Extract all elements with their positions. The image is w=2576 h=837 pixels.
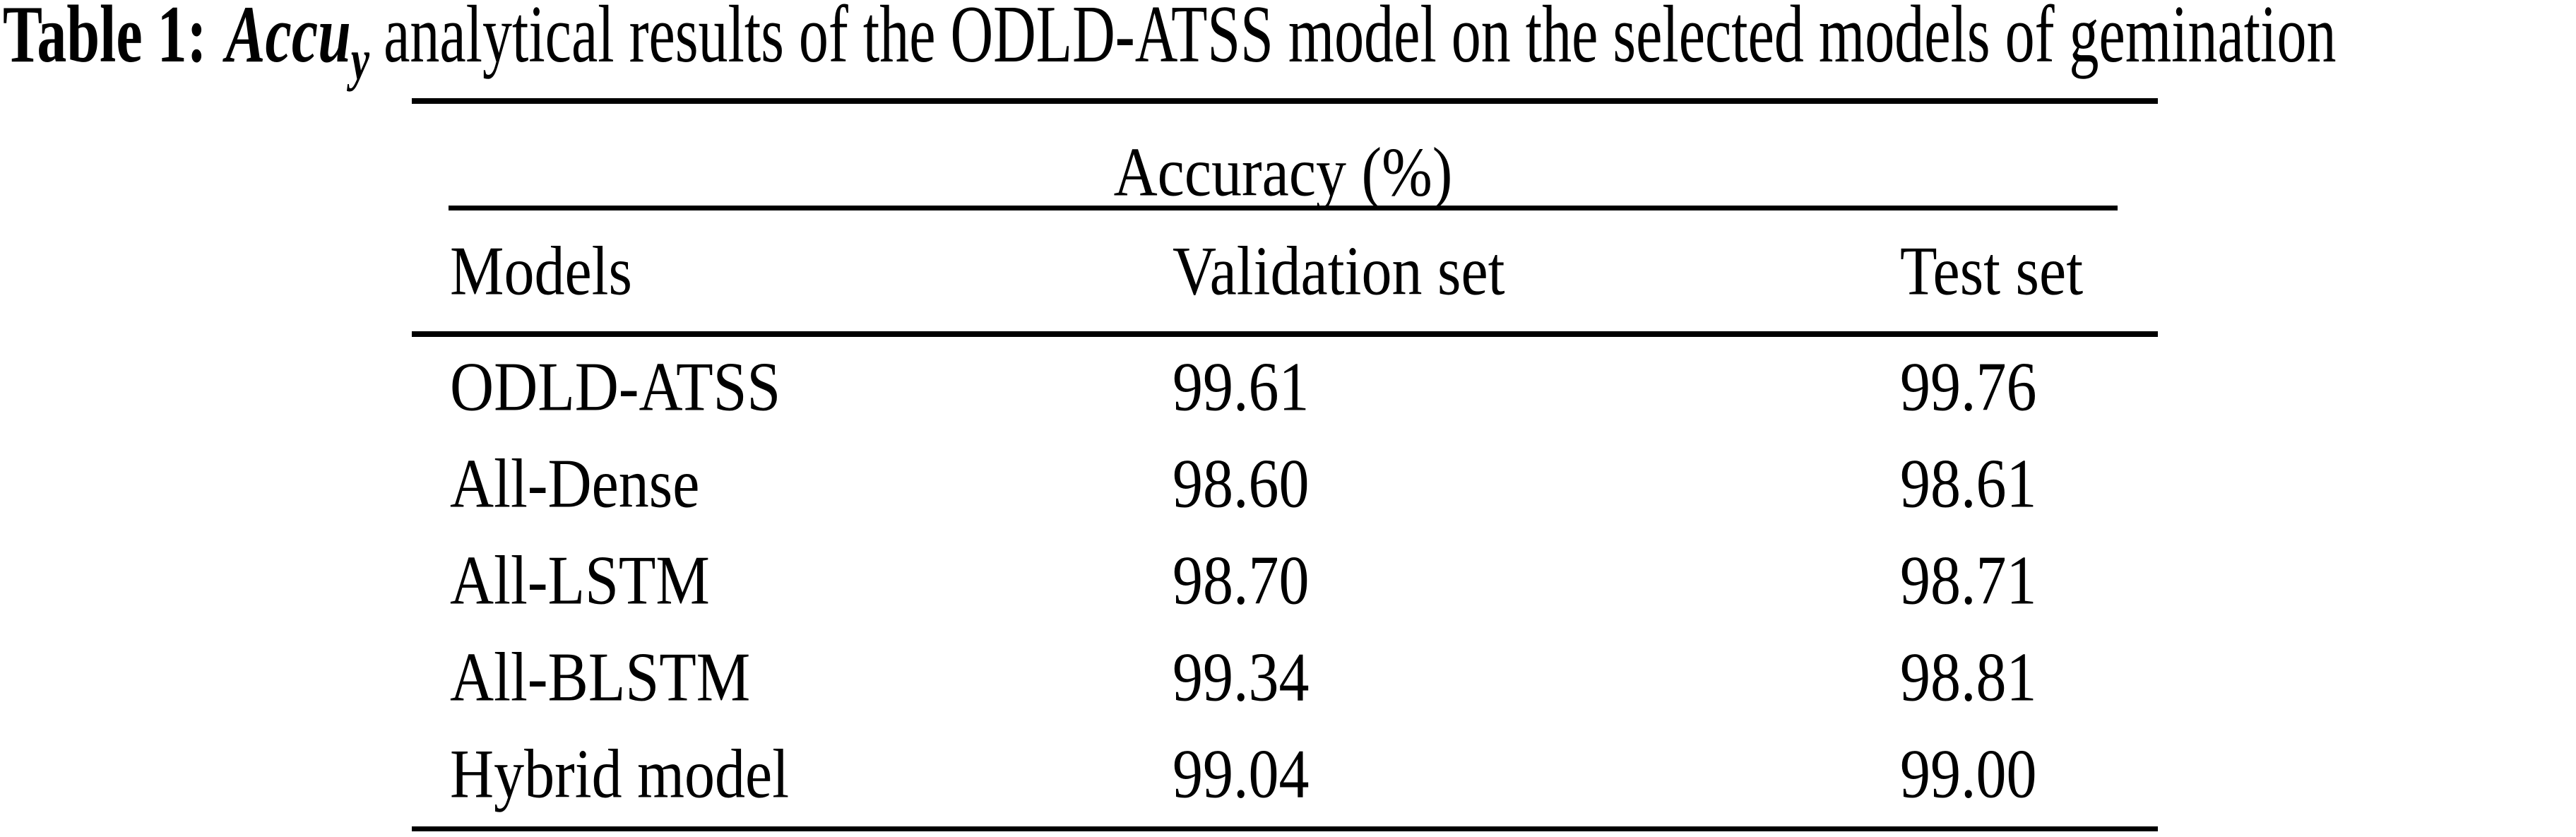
table-row: All-BLSTM 99.34 98.81: [0, 642, 2576, 724]
model-name-cell: Hybrid model: [450, 734, 790, 813]
test-accuracy-cell: 99.76: [1900, 347, 2037, 426]
caption-text: analytical results of the ODLD-ATSS mode…: [384, 0, 2337, 81]
model-name-cell: All-Dense: [450, 444, 700, 523]
group-header-rule: [449, 206, 2118, 210]
table-caption: Table 1: Accuy analytical results of the O…: [3, 0, 2336, 90]
table-row: Hybrid model 99.04 99.00: [0, 739, 2576, 821]
column-header-validation-set: Validation set: [1173, 231, 1505, 310]
test-accuracy-cell: 98.81: [1900, 637, 2037, 716]
table-header-row: Models Validation set Test set: [0, 236, 2576, 318]
test-accuracy-cell: 99.00: [1900, 734, 2037, 813]
column-header-models: Models: [450, 231, 632, 310]
validation-accuracy-cell: 99.04: [1173, 734, 1310, 813]
validation-accuracy-cell: 99.61: [1173, 347, 1310, 426]
header-rule: [412, 331, 2158, 337]
table-row: All-LSTM 98.70 98.71: [0, 545, 2576, 627]
validation-accuracy-cell: 98.60: [1173, 444, 1310, 523]
table-row: ODLD-ATSS 99.61 99.76: [0, 352, 2576, 434]
caption-metric-subscript: y: [350, 28, 369, 92]
validation-accuracy-cell: 99.34: [1173, 637, 1310, 716]
validation-accuracy-cell: 98.70: [1173, 540, 1310, 619]
table-row: All-Dense 98.60 98.61: [0, 449, 2576, 530]
caption-label: Table 1:: [3, 0, 207, 81]
test-accuracy-cell: 98.71: [1900, 540, 2037, 619]
column-group-header: Accuracy (%): [1113, 132, 1453, 211]
test-accuracy-cell: 98.61: [1900, 444, 2037, 523]
model-name-cell: All-BLSTM: [450, 637, 751, 716]
model-name-cell: All-LSTM: [450, 540, 710, 619]
table-bottom-rule: [412, 826, 2158, 831]
table-top-rule: [412, 98, 2158, 104]
model-name-cell: ODLD-ATSS: [450, 347, 781, 426]
caption-metric: Accu: [225, 0, 351, 81]
column-header-test-set: Test set: [1900, 231, 2084, 310]
